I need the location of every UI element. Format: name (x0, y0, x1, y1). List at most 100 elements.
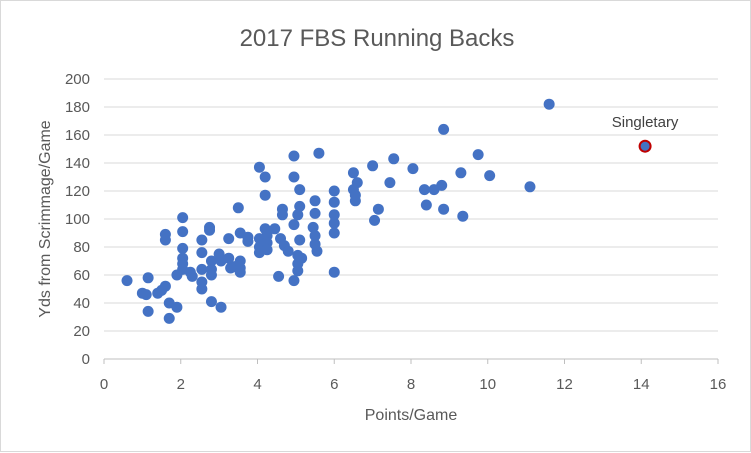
data-point (309, 207, 321, 219)
x-tick-label: 8 (407, 376, 415, 393)
data-point (242, 235, 254, 247)
data-point (196, 263, 208, 275)
data-point (294, 234, 306, 246)
data-point (234, 266, 246, 278)
data-point (196, 283, 208, 295)
data-point (215, 301, 227, 313)
data-point (367, 160, 379, 172)
data-point (543, 98, 555, 110)
data-point (369, 214, 381, 226)
data-point (292, 209, 304, 221)
x-tick-label: 10 (479, 376, 496, 393)
data-point (309, 195, 321, 207)
data-point (407, 163, 419, 175)
data-point (472, 149, 484, 161)
data-point (313, 147, 325, 159)
data-point (259, 189, 271, 201)
data-point (205, 255, 217, 267)
data-point (232, 202, 244, 214)
data-point (524, 181, 536, 193)
y-tick-label: 0 (82, 351, 90, 368)
data-point (269, 223, 281, 235)
data-point (177, 226, 189, 238)
data-point (311, 245, 323, 257)
data-point (196, 247, 208, 259)
data-point (328, 227, 340, 239)
data-point (347, 167, 359, 179)
x-tick-label: 14 (633, 376, 650, 393)
data-point (455, 167, 467, 179)
data-point (282, 245, 294, 257)
data-point (328, 185, 340, 197)
data-point (438, 123, 450, 135)
data-point (420, 199, 432, 211)
data-point (349, 195, 361, 207)
x-tick-label: 12 (556, 376, 573, 393)
tick-labels: 0 20 40 60 80 100 120 140 160 180 200 0 2 4 6 8 10 12 14 16 (65, 71, 726, 393)
data-point (159, 280, 171, 292)
data-point (121, 275, 133, 287)
data-point (328, 209, 340, 221)
data-point (205, 296, 217, 308)
data-point (140, 289, 152, 301)
data-point (309, 230, 321, 242)
data-point (372, 203, 384, 215)
x-axis-title: Points/Game (365, 407, 458, 424)
data-point (204, 224, 216, 236)
data-point (259, 171, 271, 183)
data-point (438, 203, 450, 215)
data-point (384, 177, 396, 189)
data-point (328, 266, 340, 278)
axes (103, 358, 719, 364)
y-tick-label: 60 (73, 267, 90, 284)
data-point (142, 272, 154, 284)
y-tick-label: 200 (65, 71, 90, 88)
data-point (261, 244, 273, 256)
data-point (288, 150, 300, 162)
y-tick-label: 120 (65, 183, 90, 200)
data-point (288, 275, 300, 287)
y-tick-label: 160 (65, 127, 90, 144)
data-point (292, 265, 304, 277)
data-point (273, 270, 285, 282)
data-point (294, 184, 306, 196)
y-tick-label: 80 (73, 239, 90, 256)
data-point (294, 200, 306, 212)
data-point (296, 252, 308, 264)
data-point (328, 196, 340, 208)
x-tick-label: 4 (253, 376, 261, 393)
data-point (177, 242, 189, 254)
data-point (288, 171, 300, 183)
data-point (159, 234, 171, 246)
highlight-data-point (638, 139, 652, 153)
y-tick-label: 180 (65, 99, 90, 116)
x-tick-label: 0 (100, 376, 108, 393)
data-point (276, 209, 288, 221)
data-point (328, 217, 340, 229)
data-point (484, 170, 496, 182)
y-tick-label: 140 (65, 155, 90, 172)
highlight-label: Singletary (612, 114, 679, 131)
x-tick-label: 2 (177, 376, 185, 393)
data-point (307, 221, 319, 233)
y-tick-label: 20 (73, 323, 90, 340)
data-points (121, 98, 555, 324)
data-point (351, 177, 363, 189)
highlight-point: Singletary (612, 114, 679, 153)
chart-title: 2017 FBS Running Backs (240, 25, 515, 52)
y-axis-title: Yds from Scrimmage/Game (37, 120, 54, 317)
data-point (388, 153, 400, 165)
x-tick-label: 16 (710, 376, 727, 393)
data-point (196, 234, 208, 246)
data-point (436, 179, 448, 191)
data-point (288, 219, 300, 231)
data-point (142, 305, 154, 317)
data-point (253, 161, 265, 173)
data-point (177, 212, 189, 224)
data-point (418, 184, 430, 196)
y-tick-label: 100 (65, 211, 90, 228)
data-point (186, 270, 198, 282)
data-point (223, 252, 235, 264)
